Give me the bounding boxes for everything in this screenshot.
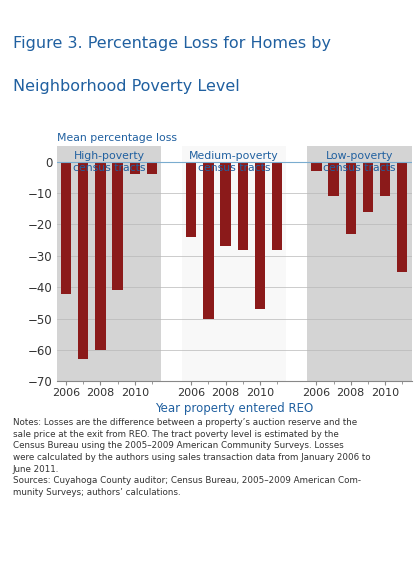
Text: Mean percentage loss: Mean percentage loss: [57, 133, 177, 143]
Text: Medium-poverty
census tracts: Medium-poverty census tracts: [189, 150, 279, 173]
Bar: [307, 146, 412, 381]
Bar: [95, 162, 105, 350]
Bar: [380, 162, 390, 196]
Bar: [182, 146, 286, 381]
Text: Low-poverty
census tracts: Low-poverty census tracts: [323, 150, 396, 173]
Bar: [113, 162, 123, 291]
Bar: [238, 162, 248, 250]
Bar: [203, 162, 214, 319]
Text: Year property entered REO: Year property entered REO: [155, 402, 313, 415]
Bar: [272, 162, 282, 250]
Bar: [147, 162, 157, 174]
Bar: [328, 162, 339, 196]
Text: High-poverty
census tracts: High-poverty census tracts: [73, 150, 145, 173]
Bar: [78, 162, 89, 360]
Text: Neighborhood Poverty Level: Neighborhood Poverty Level: [13, 79, 239, 94]
Bar: [255, 162, 265, 309]
Bar: [397, 162, 407, 272]
Bar: [311, 162, 322, 171]
Bar: [186, 162, 197, 237]
Bar: [57, 146, 161, 381]
Bar: [346, 162, 356, 234]
Text: Figure 3. Percentage Loss for Homes by: Figure 3. Percentage Loss for Homes by: [13, 36, 331, 52]
Bar: [363, 162, 373, 212]
Bar: [61, 162, 71, 293]
Bar: [129, 162, 140, 174]
Text: Notes: Losses are the difference between a property’s auction reserve and the
sa: Notes: Losses are the difference between…: [13, 418, 370, 497]
Bar: [220, 162, 231, 246]
